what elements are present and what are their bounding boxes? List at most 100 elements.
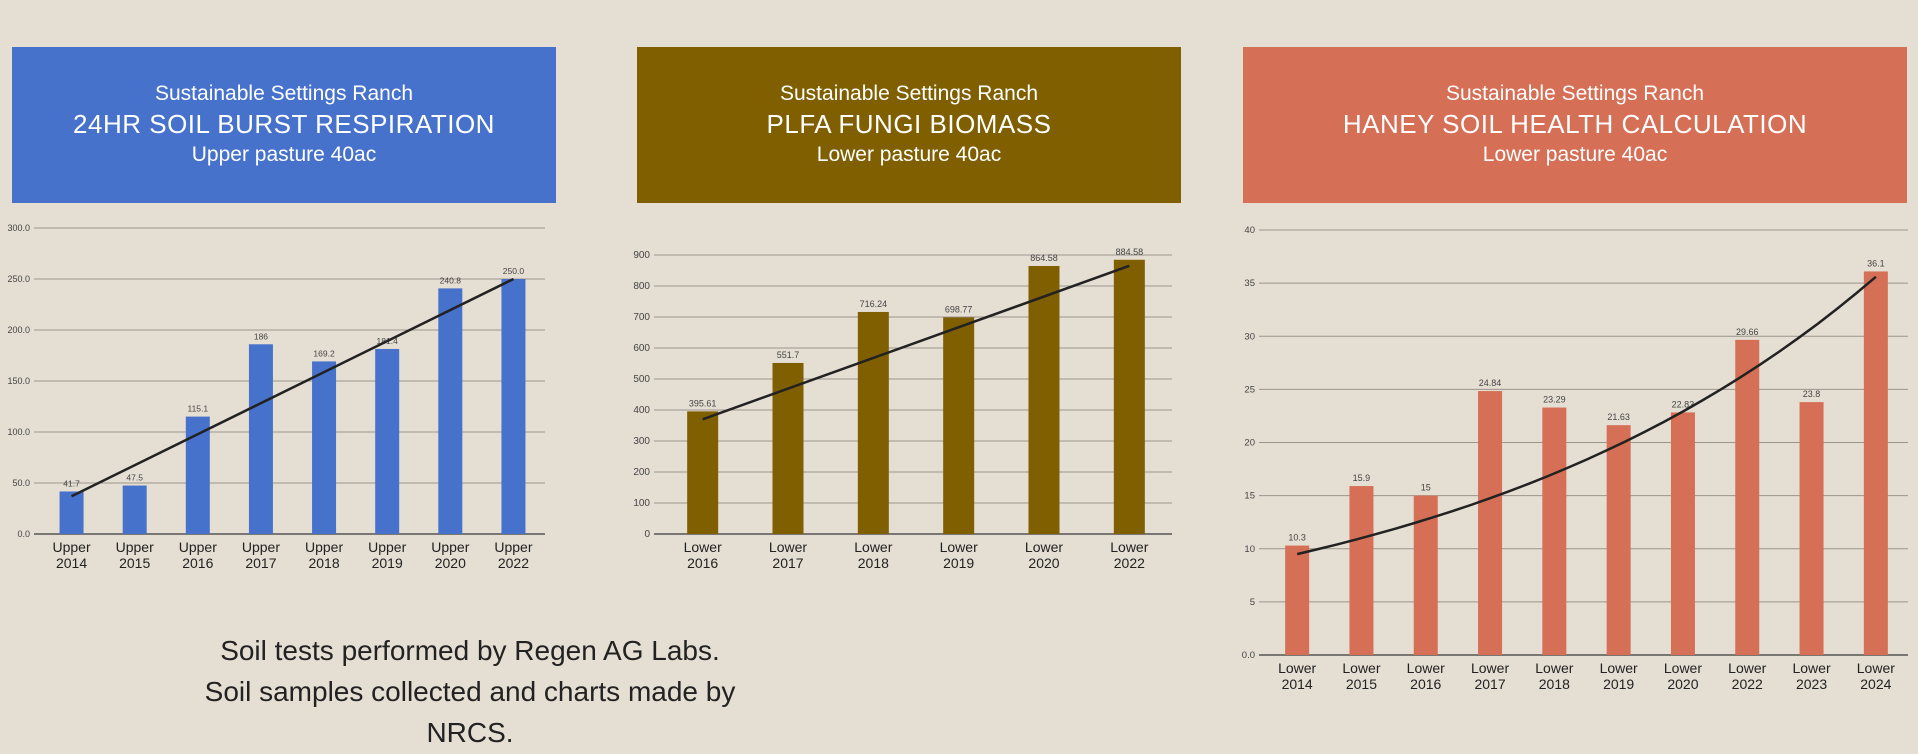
x-tick-label: Lower (1792, 660, 1830, 676)
bar (1799, 402, 1824, 655)
chart-fungi-biomass: 0100200300400500600700800900395.61Lower2… (633, 247, 1172, 571)
bar (1285, 545, 1310, 655)
x-tick-label: 2018 (858, 555, 889, 571)
x-tick-label: Upper (116, 539, 154, 555)
data-label: 21.63 (1607, 412, 1630, 422)
x-tick-label: 2019 (1603, 676, 1634, 692)
bar (1670, 412, 1695, 655)
data-label: 22.83 (1672, 399, 1695, 409)
x-tick-label: 2016 (687, 555, 718, 571)
x-tick-label: 2017 (245, 555, 276, 571)
x-tick-label: Upper (52, 539, 90, 555)
x-tick-label: 2014 (56, 555, 87, 571)
y-tick-label: 400 (633, 405, 650, 416)
y-tick-label: 600 (633, 343, 650, 354)
x-tick-label: Lower (1407, 660, 1445, 676)
y-tick-label: 5 (1250, 597, 1255, 608)
bar (312, 361, 337, 534)
x-tick-label: Upper (242, 539, 280, 555)
chart-haney-soil-health: 0.051015202530354010.3Lower201415.9Lower… (1242, 225, 1908, 692)
banner-ranch-name: Sustainable Settings Ranch (1446, 82, 1704, 105)
y-tick-label: 50.0 (12, 478, 30, 488)
y-tick-label: 0.0 (17, 529, 30, 539)
data-label: 551.7 (777, 350, 800, 360)
data-label: 186 (254, 331, 268, 341)
y-tick-label: 200 (633, 467, 650, 478)
x-tick-label: 2017 (772, 555, 803, 571)
x-tick-label: 2015 (1346, 676, 1377, 692)
footer-credits: Soil tests performed by Regen AG Labs. S… (160, 630, 780, 753)
x-tick-label: 2023 (1796, 676, 1827, 692)
x-tick-label: 2022 (498, 555, 529, 571)
x-tick-label: 2015 (119, 555, 150, 571)
footer-line-1: Soil tests performed by Regen AG Labs. (220, 635, 720, 666)
x-tick-label: Lower (1600, 660, 1638, 676)
x-tick-label: 2022 (1732, 676, 1763, 692)
x-tick-label: Upper (368, 539, 406, 555)
bar (1863, 271, 1888, 655)
x-tick-label: 2018 (1539, 676, 1570, 692)
y-tick-label: 100.0 (7, 427, 30, 437)
bar (375, 348, 400, 534)
x-tick-label: 2019 (372, 555, 403, 571)
y-tick-label: 300.0 (7, 223, 30, 233)
data-label: 698.77 (945, 304, 973, 314)
banner-title: HANEY SOIL HEALTH CALCULATION (1342, 109, 1808, 139)
data-label: 15 (1421, 483, 1431, 493)
bar (185, 416, 210, 534)
banner-soil-respiration: Sustainable Settings Ranch 24HR SOIL BUR… (12, 47, 556, 203)
data-label: 884.58 (1116, 247, 1144, 257)
banner-title: 24HR SOIL BURST RESPIRATION (73, 109, 495, 139)
x-tick-label: Upper (305, 539, 343, 555)
x-tick-label: Lower (1278, 660, 1316, 676)
footer-line-2: Soil samples collected and charts made b… (204, 676, 736, 748)
bar (1349, 486, 1374, 655)
x-tick-label: 2018 (308, 555, 339, 571)
x-tick-label: Lower (1857, 660, 1895, 676)
data-label: 15.9 (1353, 473, 1371, 483)
banner-title: PLFA FUNGI BIOMASS (766, 109, 1052, 139)
x-tick-label: 2017 (1474, 676, 1505, 692)
data-label: 24.84 (1479, 378, 1502, 388)
chart-soil-respiration: 0.0 50.0 100.0 150.0 200.0 250.0 300.0 41.7 Uppe… (7, 223, 545, 571)
data-label: 864.58 (1030, 253, 1058, 263)
bar (857, 311, 889, 534)
y-tick-label: 150.0 (7, 376, 30, 386)
bar (1113, 259, 1145, 534)
data-label: 716.24 (860, 299, 888, 309)
x-tick-label: Upper (179, 539, 217, 555)
bar (1028, 265, 1060, 534)
banner-fungi-biomass: Sustainable Settings Ranch PLFA FUNGI BI… (637, 47, 1181, 203)
y-tick-label: 40 (1244, 225, 1255, 236)
y-tick-label: 900 (633, 250, 650, 261)
y-tick-label: 100 (633, 498, 650, 509)
y-tick-label: 800 (633, 281, 650, 292)
x-tick-label: Lower (940, 539, 978, 555)
x-tick-label: Lower (1728, 660, 1766, 676)
x-tick-label: Upper (431, 539, 469, 555)
data-label: 41.7 (63, 478, 80, 488)
x-tick-label: 2014 (1282, 676, 1313, 692)
banner-subtitle: Upper pasture 40ac (191, 143, 377, 166)
x-tick-label: 2020 (1667, 676, 1698, 692)
data-label: 47.5 (126, 473, 143, 483)
y-tick-label: 25 (1244, 384, 1255, 395)
x-tick-label: 2020 (1028, 555, 1059, 571)
y-tick-label: 500 (633, 374, 650, 385)
data-label: 36.1 (1867, 258, 1885, 268)
data-label: 250.0 (503, 266, 525, 276)
x-tick-label: Lower (769, 539, 807, 555)
x-tick-label: 2016 (1410, 676, 1441, 692)
data-label: 395.61 (689, 398, 717, 408)
x-tick-label: 2024 (1860, 676, 1891, 692)
y-tick-label: 300 (633, 436, 650, 447)
x-tick-label: 2019 (943, 555, 974, 571)
data-label: 10.3 (1288, 533, 1306, 543)
y-tick-label: 30 (1244, 331, 1255, 342)
banner-haney-soil-health: Sustainable Settings Ranch HANEY SOIL HE… (1243, 47, 1907, 203)
bar (122, 485, 147, 534)
bar (1606, 425, 1631, 655)
banner-ranch-name: Sustainable Settings Ranch (155, 82, 413, 105)
x-tick-label: Lower (1535, 660, 1573, 676)
data-label: 23.29 (1543, 395, 1566, 405)
